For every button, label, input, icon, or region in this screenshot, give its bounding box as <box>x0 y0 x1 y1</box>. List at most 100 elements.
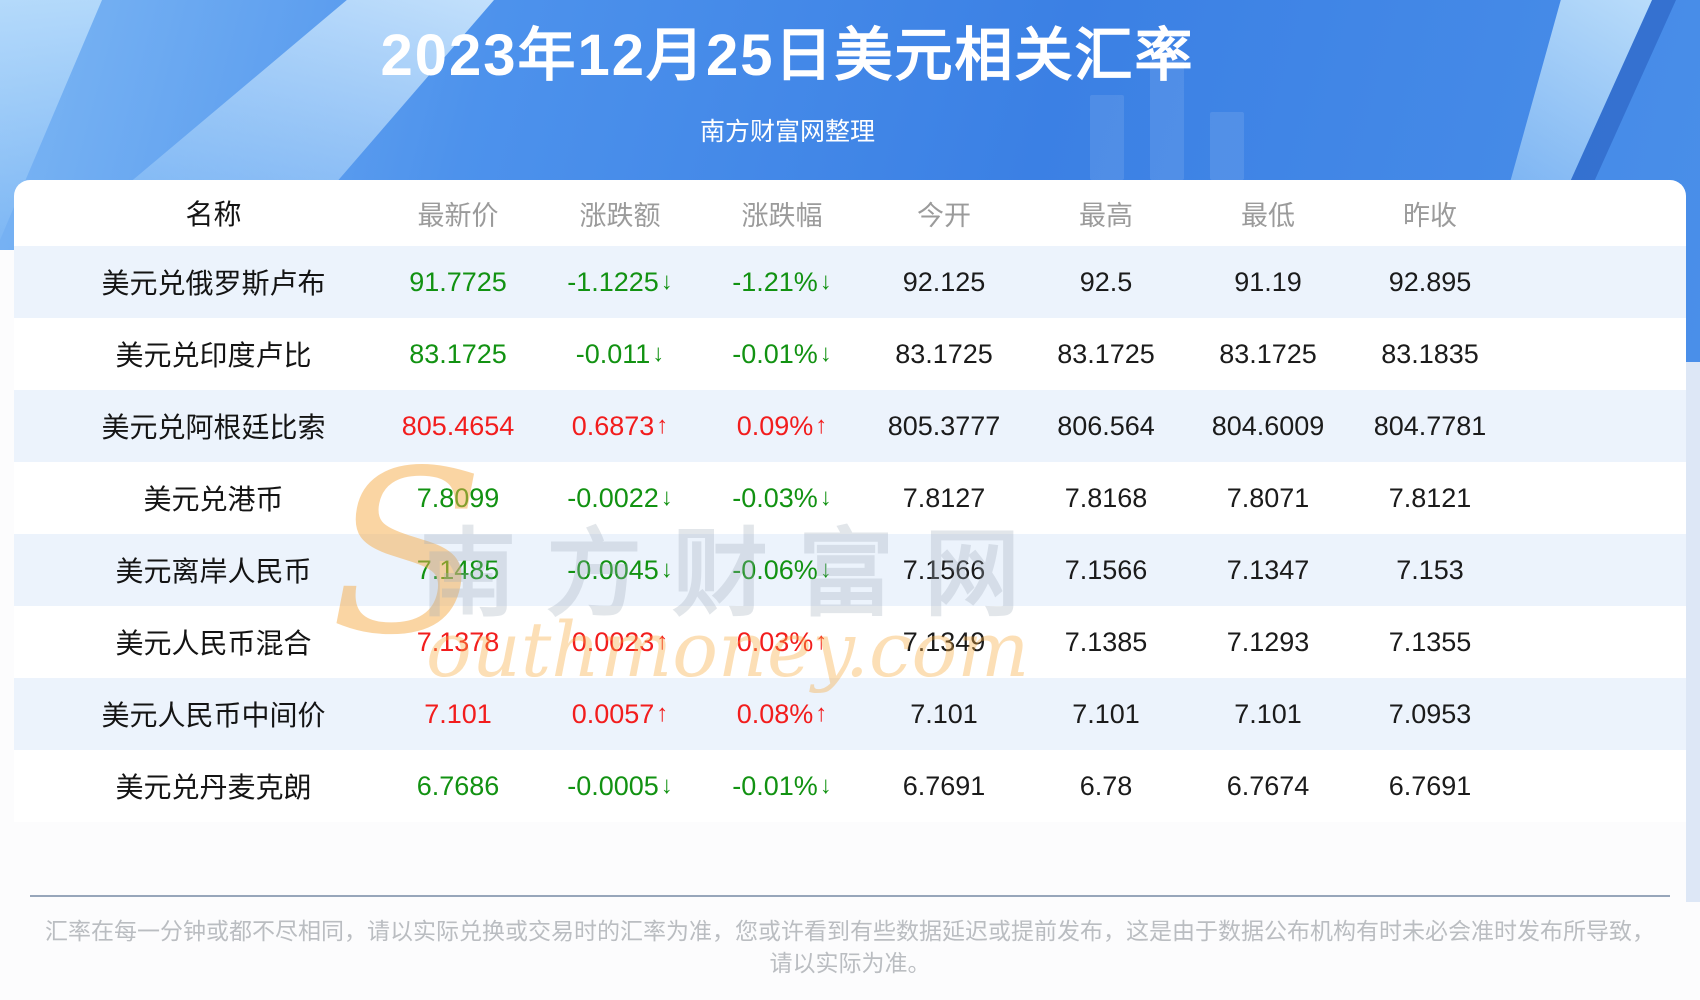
cell-change: 0.6873 ↑ <box>539 411 701 442</box>
cell-high: 7.1385 <box>1025 627 1187 658</box>
table-row: 美元兑港币 7.8099 -0.0022 ↓ -0.03% ↓ 7.8127 7.8168 7.… <box>14 462 1686 534</box>
cell-latest-value: 7.1378 <box>416 626 500 657</box>
column-header-3: 涨跌幅 <box>741 200 823 231</box>
right-edge-strip <box>1686 362 1700 902</box>
cell-high-value: 92.5 <box>1079 266 1133 297</box>
arrow-down-icon: ↓ <box>660 268 673 295</box>
cell-low: 7.1347 <box>1187 555 1349 586</box>
column-header-2: 涨跌额 <box>579 200 661 231</box>
page-title: 2023年12月25日美元相关汇率 <box>380 23 1195 88</box>
column-header-4: 今开 <box>917 200 971 231</box>
table-row: 美元兑俄罗斯卢布 91.7725 -1.1225 ↓ -1.21% ↓ 92.125 92.5… <box>14 246 1686 318</box>
cell-high: 83.1725 <box>1025 339 1187 370</box>
arrow-down-icon: ↓ <box>819 268 832 295</box>
cell-change-value: -0.0045 <box>567 554 659 585</box>
table-row: 美元人民币中间价 7.101 0.0057 ↑ 0.08% ↑ 7.101 7.101 7.10… <box>14 678 1686 750</box>
cell-change: -0.0045 ↓ <box>539 555 701 586</box>
cell-prev_close-value: 92.895 <box>1388 266 1472 297</box>
disclaimer-line-1: 汇率在每一分钟或都不尽相同，请以实际兑换或交易时的汇率为准，您或许看到有些数据延… <box>45 918 1655 944</box>
cell-change-value: -0.0022 <box>567 482 659 513</box>
cell-change_pct: -1.21% ↓ <box>701 267 863 298</box>
cell-open: 7.1566 <box>863 555 1025 586</box>
cell-prev_close-value: 7.8121 <box>1388 482 1472 513</box>
cell-name-value: 美元兑港币 <box>143 484 284 515</box>
banner-candlestick-decor <box>1210 112 1244 180</box>
cell-prev_close-value: 804.7781 <box>1373 410 1487 441</box>
cell-name: 美元离岸人民币 <box>14 550 377 590</box>
cell-latest-value: 805.4654 <box>401 410 515 441</box>
table-row: 美元兑阿根廷比索 805.4654 0.6873 ↑ 0.09% ↑ 805.3777 806… <box>14 390 1686 462</box>
column-header-0: 名称 <box>185 199 242 230</box>
cell-change-value: 0.6873 <box>571 410 655 441</box>
cell-latest: 7.8099 <box>377 483 539 514</box>
cell-name: 美元人民币中间价 <box>14 694 377 734</box>
cell-change: -0.011 ↓ <box>539 339 701 370</box>
cell-high-value: 6.78 <box>1079 770 1133 801</box>
cell-name: 美元兑俄罗斯卢布 <box>14 262 377 302</box>
cell-high-value: 7.1385 <box>1064 626 1148 657</box>
cell-high-value: 7.1566 <box>1064 554 1148 585</box>
cell-open-value: 92.125 <box>902 266 986 297</box>
cell-change_pct-value: 0.09% <box>736 410 814 441</box>
cell-latest: 7.1378 <box>377 627 539 658</box>
arrow-down-icon: ↓ <box>660 484 673 511</box>
cell-open-value: 6.7691 <box>902 770 986 801</box>
arrow-up-icon: ↑ <box>656 412 669 439</box>
cell-prev_close-value: 7.0953 <box>1388 698 1472 729</box>
cell-latest: 7.1485 <box>377 555 539 586</box>
cell-latest: 6.7686 <box>377 771 539 802</box>
cell-open: 805.3777 <box>863 411 1025 442</box>
arrow-up-icon: ↑ <box>656 628 669 655</box>
cell-change_pct: -0.01% ↓ <box>701 339 863 370</box>
cell-name-value: 美元兑俄罗斯卢布 <box>101 268 326 299</box>
banner-candlestick-decor <box>1150 60 1184 180</box>
cell-change_pct-value: -0.03% <box>732 482 818 513</box>
cell-change_pct-value: -0.01% <box>732 338 818 369</box>
cell-name-value: 美元人民币中间价 <box>101 700 326 731</box>
cell-change-value: 0.0057 <box>571 698 655 729</box>
table-row: 美元兑丹麦克朗 6.7686 -0.0005 ↓ -0.01% ↓ 6.7691 6.78 6.… <box>14 750 1686 822</box>
cell-prev_close: 7.153 <box>1349 555 1511 586</box>
cell-latest-value: 6.7686 <box>416 770 500 801</box>
cell-open: 7.101 <box>863 699 1025 730</box>
cell-high: 92.5 <box>1025 267 1187 298</box>
cell-latest: 83.1725 <box>377 339 539 370</box>
cell-prev_close: 6.7691 <box>1349 771 1511 802</box>
table-row: 美元人民币混合 7.1378 0.0023 ↑ 0.03% ↑ 7.1349 7.1385 7.… <box>14 606 1686 678</box>
table-row: 美元兑印度卢比 83.1725 -0.011 ↓ -0.01% ↓ 83.1725 83.17… <box>14 318 1686 390</box>
arrow-up-icon: ↑ <box>815 628 828 655</box>
cell-latest-value: 83.1725 <box>409 338 507 369</box>
cell-open-value: 7.101 <box>910 698 978 729</box>
cell-high: 6.78 <box>1025 771 1187 802</box>
cell-change_pct: 0.09% ↑ <box>701 411 863 442</box>
cell-open-value: 83.1725 <box>895 338 993 369</box>
cell-low: 7.1293 <box>1187 627 1349 658</box>
column-header-7: 昨收 <box>1403 200 1457 231</box>
cell-change_pct: -0.01% ↓ <box>701 771 863 802</box>
column-header-5: 最高 <box>1079 200 1133 231</box>
cell-open: 6.7691 <box>863 771 1025 802</box>
arrow-down-icon: ↓ <box>819 772 832 799</box>
cell-name-value: 美元兑丹麦克朗 <box>115 772 312 803</box>
cell-low-value: 7.101 <box>1234 698 1302 729</box>
cell-low-value: 83.1725 <box>1219 338 1317 369</box>
cell-change: -0.0005 ↓ <box>539 771 701 802</box>
cell-change: 0.0057 ↑ <box>539 699 701 730</box>
column-header-6: 最低 <box>1241 200 1295 231</box>
cell-name: 美元兑印度卢比 <box>14 334 377 374</box>
cell-latest: 91.7725 <box>377 267 539 298</box>
cell-high-value: 7.101 <box>1072 698 1140 729</box>
cell-change-value: -0.011 <box>575 338 651 369</box>
arrow-up-icon: ↑ <box>815 700 828 727</box>
cell-low: 7.8071 <box>1187 483 1349 514</box>
footer-divider <box>30 895 1670 897</box>
cell-name-value: 美元人民币混合 <box>115 628 312 659</box>
cell-open: 92.125 <box>863 267 1025 298</box>
cell-latest-value: 91.7725 <box>409 266 507 297</box>
left-edge-cover <box>0 250 14 362</box>
arrow-down-icon: ↓ <box>660 772 673 799</box>
cell-high: 806.564 <box>1025 411 1187 442</box>
cell-open: 83.1725 <box>863 339 1025 370</box>
cell-high-value: 7.8168 <box>1064 482 1148 513</box>
cell-high-value: 83.1725 <box>1057 338 1155 369</box>
